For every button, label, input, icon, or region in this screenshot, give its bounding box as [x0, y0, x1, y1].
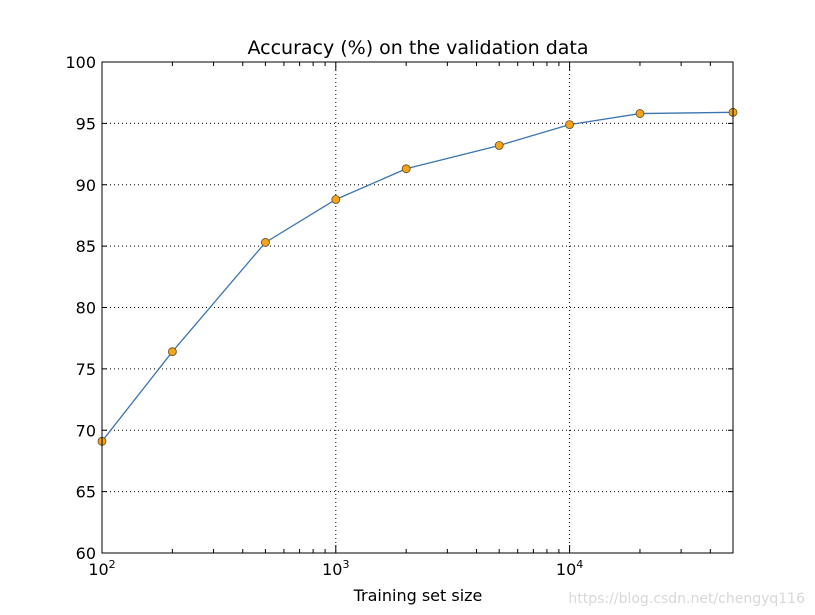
x-tick-label: 103	[322, 558, 349, 579]
data-point	[331, 195, 341, 204]
y-tick-label: 60	[76, 544, 96, 563]
series-line-group	[101, 111, 734, 442]
chart-title: Accuracy (%) on the validation data	[247, 37, 588, 59]
y-tick-label: 80	[76, 299, 96, 318]
y-tick-label: 95	[76, 114, 96, 133]
x-tick-label: 104	[556, 558, 583, 579]
data-point	[494, 141, 504, 150]
data-point	[167, 347, 177, 357]
data-point	[635, 109, 645, 118]
x-axis-label: Training set size	[353, 586, 483, 605]
y-tick-label: 100	[65, 53, 96, 72]
data-markers	[97, 107, 738, 446]
x-tick-labels: 102 103 104	[88, 62, 583, 579]
y-tick-label: 75	[76, 360, 96, 379]
x-tick-label: 102	[88, 558, 115, 579]
y-tick-label: 85	[76, 237, 96, 256]
grid-lines	[102, 62, 733, 553]
minor-ticks	[171, 62, 711, 553]
watermark: https://blog.csdn.net/chengyq116	[568, 591, 805, 607]
y-tick-label: 65	[76, 483, 96, 502]
y-tick-labels: 60 65 70 75 80 85 90 95 100	[65, 53, 733, 563]
data-point	[565, 120, 574, 130]
y-tick-label: 90	[76, 176, 96, 195]
y-tick-label: 70	[76, 421, 96, 440]
data-point	[401, 164, 411, 174]
series-line	[101, 111, 734, 442]
data-point	[261, 238, 270, 247]
